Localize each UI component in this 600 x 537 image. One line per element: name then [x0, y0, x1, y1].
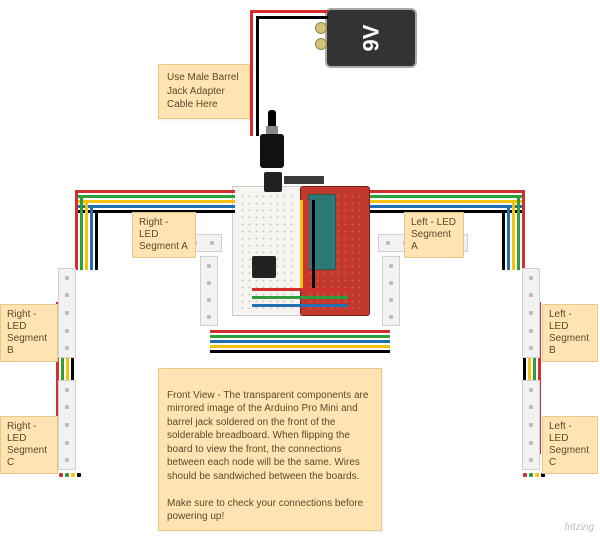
- bus-left-drop-blue: [507, 205, 510, 270]
- note-front-view: Front View - The transparent components …: [158, 368, 382, 531]
- label-right-c-text: Right - LED Segment C: [7, 421, 47, 468]
- bus-leftA-red: [370, 190, 525, 193]
- wire-center-yellow: [300, 200, 303, 290]
- label-right-b-text: Right - LED Segment B: [7, 309, 47, 356]
- bus-rightA-blue: [75, 205, 235, 208]
- bus-bottom-black: [210, 350, 390, 353]
- ic-chip: [252, 256, 276, 278]
- label-right-b: Right - LED Segment B: [0, 304, 58, 362]
- led-right-c: [58, 380, 76, 470]
- led-left-b: [522, 268, 540, 358]
- bus-bottom-red: [210, 330, 390, 333]
- wire-batt-pos-h: [250, 10, 328, 13]
- note-barrel-jack: Use Male Barrel Jack Adapter Cable Here: [158, 64, 250, 119]
- bus-right-drop-yellow: [85, 200, 88, 270]
- label-right-a-text: Right - LED Segment A: [139, 217, 188, 252]
- note-front-view-text: Front View - The transparent components …: [167, 390, 368, 523]
- led-right-c-endcap: [58, 472, 82, 478]
- label-left-a: Left - LED Segment A: [404, 212, 464, 258]
- bus-rightA-red: [75, 190, 235, 193]
- wire-center-green: [252, 296, 348, 299]
- label-right-c: Right - LED Segment C: [0, 416, 58, 474]
- wire-batt-pos-v: [250, 10, 253, 136]
- bus-left-drop-green: [517, 195, 520, 270]
- label-left-a-text: Left - LED Segment A: [411, 217, 456, 252]
- watermark: fritzing: [565, 522, 594, 533]
- bus-left-drop-red: [522, 190, 525, 270]
- battery-9v: 9V: [325, 8, 417, 68]
- note-barrel-jack-text: Use Male Barrel Jack Adapter Cable Here: [167, 72, 239, 110]
- led-right-b: [58, 268, 76, 358]
- wire-center-red-h: [252, 288, 348, 291]
- led-left-a-side: [382, 256, 400, 326]
- bus-rightA-yellow: [75, 200, 235, 203]
- bus-right-drop-black: [95, 210, 98, 270]
- bus-right-drop-red: [75, 190, 78, 270]
- wire-batt-neg-h: [256, 16, 328, 19]
- wire-center-red: [306, 200, 309, 290]
- bus-left-drop-yellow: [512, 200, 515, 270]
- bus-leftA-green: [370, 195, 525, 198]
- led-right-a-side: [200, 256, 218, 326]
- led-left-c: [522, 380, 540, 470]
- header-pins: [284, 176, 324, 184]
- wire-batt-neg-v: [256, 16, 259, 136]
- bus-bottom-green: [210, 335, 390, 338]
- bus-right-drop-green: [80, 195, 83, 270]
- label-left-b-text: Left - LED Segment B: [549, 309, 589, 356]
- barrel-jack-plug: [260, 134, 284, 168]
- bus-bottom-yellow: [210, 345, 390, 348]
- label-right-a: Right - LED Segment A: [132, 212, 196, 258]
- wire-center-blue: [252, 304, 348, 307]
- battery-terminals: [315, 18, 327, 58]
- label-left-b: Left - LED Segment B: [542, 304, 598, 362]
- battery-label: 9V: [358, 25, 384, 52]
- bus-bottom-blue: [210, 340, 390, 343]
- bus-left-drop-black: [502, 210, 505, 270]
- label-left-c-text: Left - LED Segment C: [549, 421, 589, 468]
- bus-rightA-green: [75, 195, 235, 198]
- bus-leftA-blue: [370, 205, 525, 208]
- bus-leftA-yellow: [370, 200, 525, 203]
- wire-center-black: [312, 200, 315, 290]
- barrel-jack-socket: [264, 172, 282, 192]
- label-left-c: Left - LED Segment C: [542, 416, 598, 474]
- bus-right-drop-blue: [90, 205, 93, 270]
